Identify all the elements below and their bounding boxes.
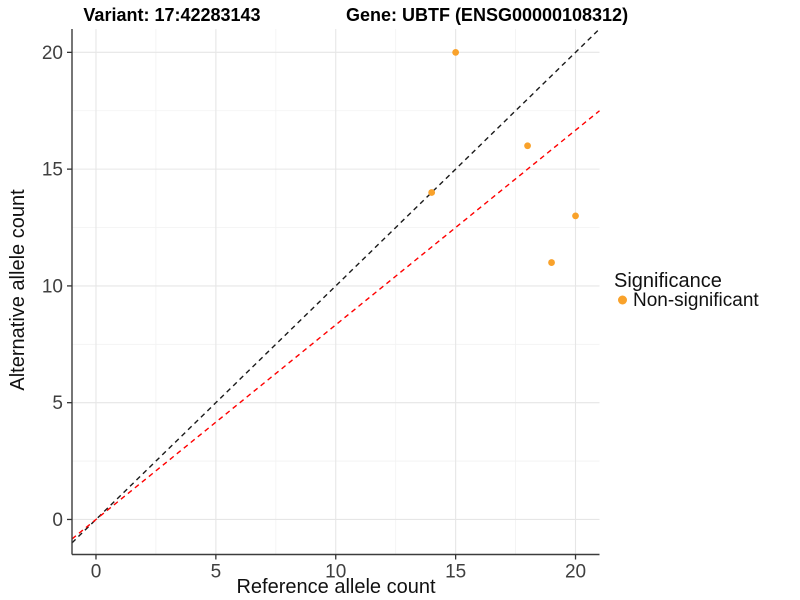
variant-title: Variant: 17:42283143 bbox=[83, 5, 260, 25]
axis-ticks bbox=[67, 51, 577, 560]
axis-tick-labels: 0 5 10 15 20 0 5 10 15 20 bbox=[42, 43, 586, 583]
legend-title: Significance bbox=[614, 270, 722, 292]
gene-title: Gene: UBTF (ENSG00000108312) bbox=[346, 5, 628, 25]
legend-label-non-significant: Non-significant bbox=[633, 290, 759, 311]
grid-major-lines bbox=[72, 29, 600, 555]
y-tick-label: 15 bbox=[42, 160, 63, 181]
data-point-non-significant bbox=[548, 259, 555, 266]
data-point-non-significant bbox=[524, 142, 531, 150]
y-tick-label: 5 bbox=[52, 393, 63, 414]
data-point-non-significant bbox=[428, 189, 436, 196]
x-tick-label: 0 bbox=[91, 562, 102, 583]
reference-lines bbox=[71, 28, 600, 544]
x-axis-title: Reference allele count bbox=[236, 576, 435, 598]
y-tick-label: 0 bbox=[52, 510, 63, 531]
x-tick-label: 20 bbox=[565, 562, 586, 583]
data-point-non-significant bbox=[572, 212, 579, 220]
data-point-non-significant bbox=[452, 48, 460, 56]
y-tick-label: 10 bbox=[42, 276, 63, 297]
y-axis-title: Alternative allele count bbox=[7, 189, 29, 391]
x-tick-label: 15 bbox=[445, 562, 466, 583]
legend-key-non-significant-icon bbox=[618, 295, 627, 305]
legend: Significance Non-significant bbox=[614, 270, 759, 311]
data-points bbox=[428, 48, 579, 266]
identity-line bbox=[71, 28, 600, 544]
x-tick-label: 10 bbox=[325, 562, 346, 583]
y-tick-label: 20 bbox=[42, 43, 63, 64]
x-tick-label: 5 bbox=[211, 562, 222, 583]
